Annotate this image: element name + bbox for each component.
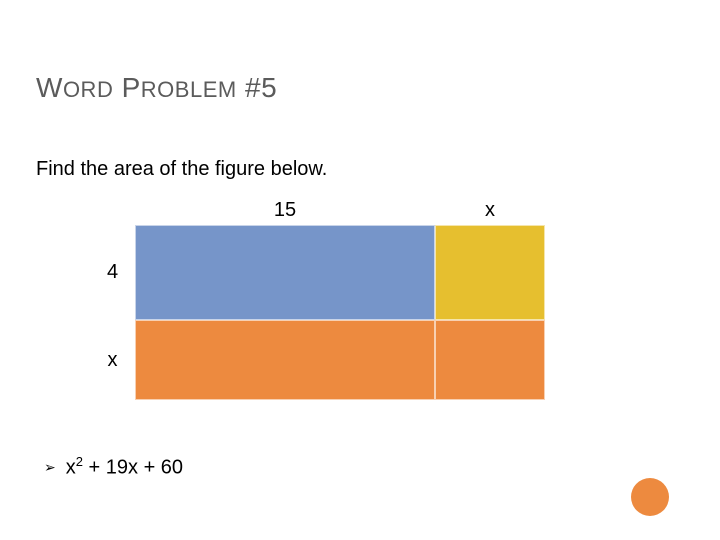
- slide-title: WORD PROBLEM #5: [36, 72, 277, 104]
- answer-var: x: [66, 457, 76, 479]
- title-roblem: ROBLEM: [141, 77, 237, 102]
- slide-subtitle: Find the area of the figure below.: [36, 158, 327, 181]
- figure-cell: [435, 320, 545, 400]
- title-num: #5: [237, 72, 277, 103]
- answer-text: x2 + 19x + 60: [66, 454, 183, 480]
- figure-cell: [135, 225, 435, 320]
- title-cap-w: W: [36, 72, 63, 103]
- row-label: 4: [90, 225, 135, 320]
- figure-left-labels: 4x: [90, 225, 135, 400]
- figure-top-labels: 15x: [135, 195, 545, 225]
- answer-line: ➢ x2 + 19x + 60: [44, 454, 183, 480]
- col-label: x: [435, 195, 545, 225]
- row-label: x: [90, 320, 135, 400]
- bullet-icon: ➢: [44, 459, 56, 476]
- title-cap-p: P: [122, 72, 141, 103]
- title-ord: ORD: [63, 77, 113, 102]
- figure-cell: [135, 320, 435, 400]
- slide: { "title": { "w": "W", "ord": "ORD", "sp…: [0, 0, 720, 540]
- answer-rest: + 19x + 60: [83, 457, 183, 479]
- title-sp: [113, 72, 121, 103]
- figure-cell: [435, 225, 545, 320]
- col-label: 15: [135, 195, 435, 225]
- answer-exp: 2: [76, 454, 83, 469]
- figure-rects: [135, 225, 545, 400]
- accent-circle-icon: [631, 478, 669, 516]
- figure: 15x 4x: [90, 195, 630, 410]
